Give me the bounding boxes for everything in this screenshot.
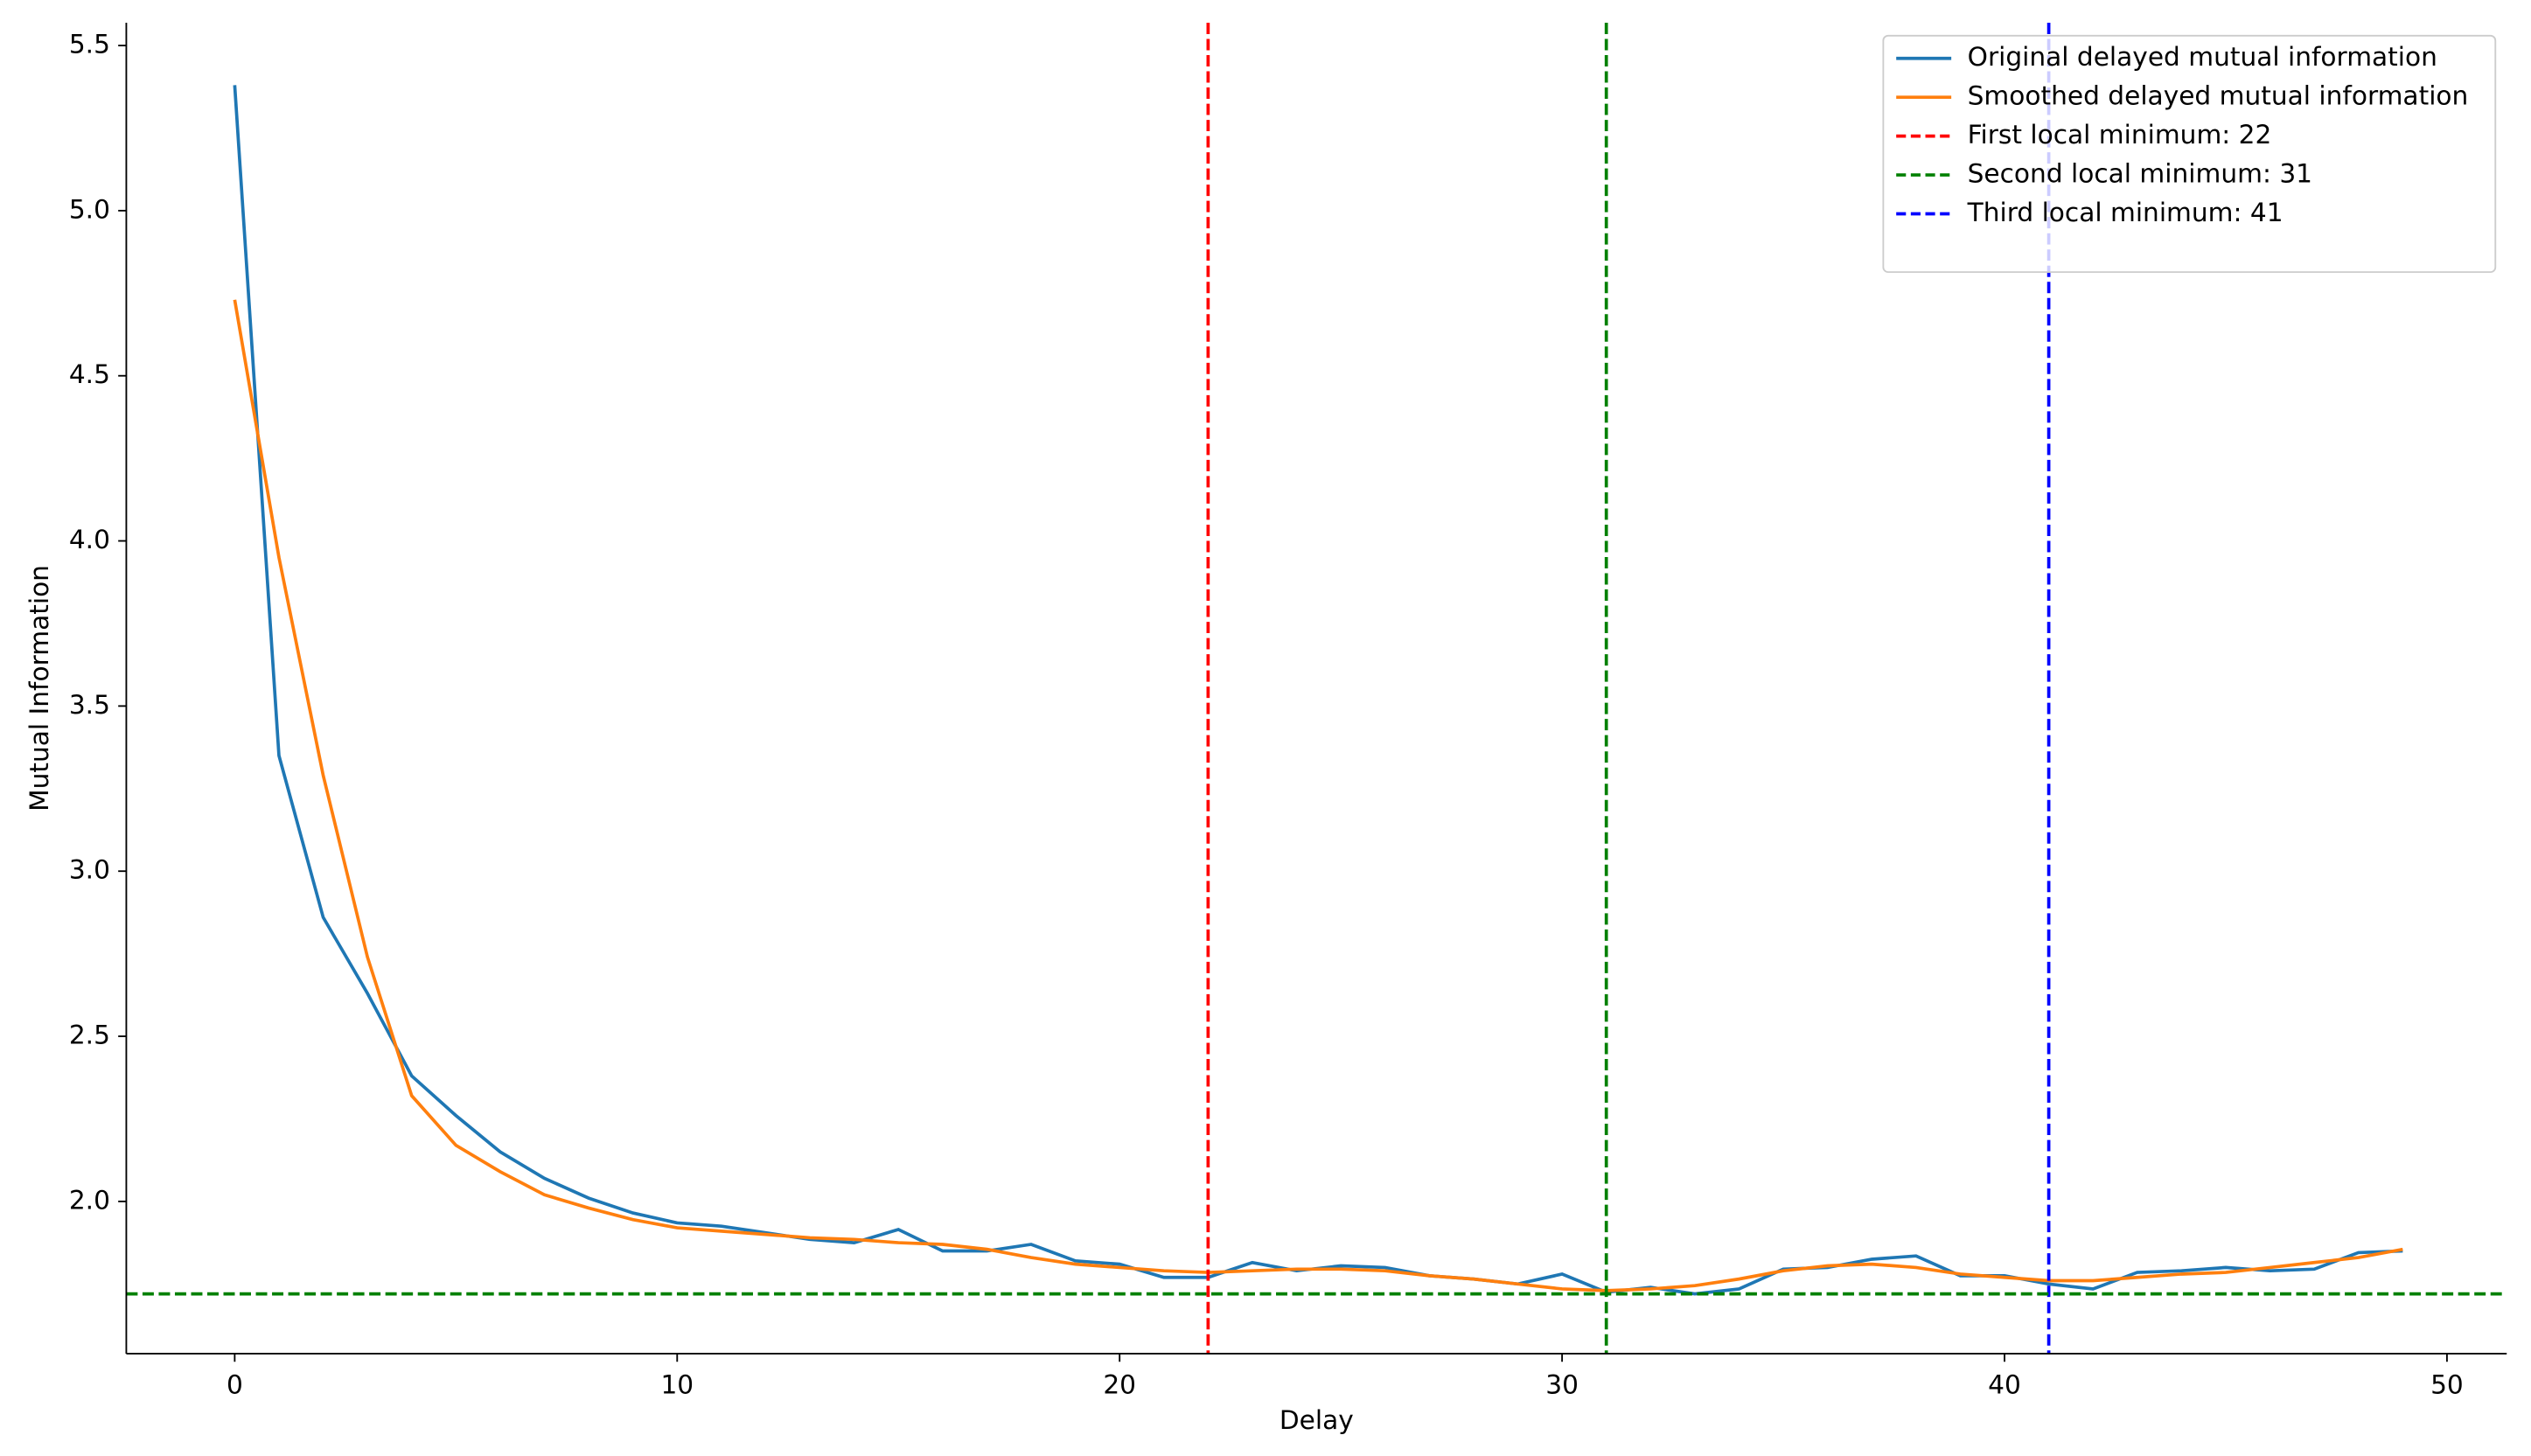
x-axis-label: Delay (1279, 1405, 1354, 1435)
legend-label: Third local minimum: 41 (1967, 198, 2283, 227)
y-tick-label: 5.5 (69, 30, 110, 59)
legend-label: Original delayed mutual information (1968, 42, 2437, 72)
x-tick-label: 0 (227, 1370, 243, 1400)
y-tick-label: 2.5 (69, 1021, 110, 1050)
legend-label: First local minimum: 22 (1968, 120, 2272, 150)
legend-label: Smoothed delayed mutual information (1968, 81, 2469, 111)
y-tick-label: 3.0 (69, 855, 110, 885)
y-tick-label: 5.0 (69, 194, 110, 224)
data-line (233, 299, 2403, 1292)
y-tick-label: 3.5 (69, 690, 110, 720)
y-tick-label: 4.5 (69, 359, 110, 389)
y-axis-label: Mutual Information (24, 565, 54, 812)
x-tick-label: 20 (1103, 1370, 1136, 1400)
x-tick-label: 30 (1545, 1370, 1579, 1400)
x-tick-label: 50 (2430, 1370, 2464, 1400)
y-tick-label: 4.0 (69, 525, 110, 554)
legend-box (1882, 34, 2497, 274)
x-tick-label: 10 (660, 1370, 694, 1400)
x-tick-label: 40 (1988, 1370, 2021, 1400)
y-tick-label: 2.0 (69, 1185, 110, 1215)
legend-label: Second local minimum: 31 (1968, 159, 2312, 189)
